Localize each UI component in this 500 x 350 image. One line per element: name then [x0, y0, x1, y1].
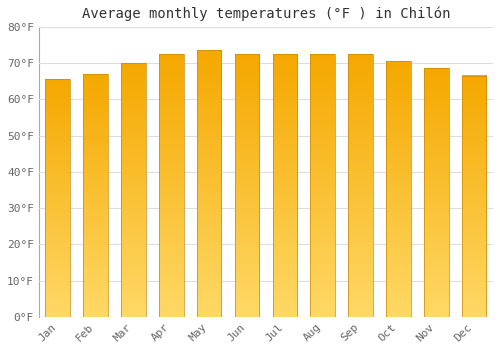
Bar [84, 74, 108, 317]
Bar [197, 50, 222, 317]
Bar [272, 54, 297, 317]
Bar [348, 54, 373, 317]
Bar [46, 79, 70, 317]
Bar [386, 61, 410, 317]
Bar [121, 63, 146, 317]
Bar [159, 54, 184, 317]
Title: Average monthly temperatures (°F ) in Chilón: Average monthly temperatures (°F ) in Ch… [82, 7, 450, 21]
Bar [310, 54, 335, 317]
Bar [462, 76, 486, 317]
Bar [234, 54, 260, 317]
Bar [424, 69, 448, 317]
